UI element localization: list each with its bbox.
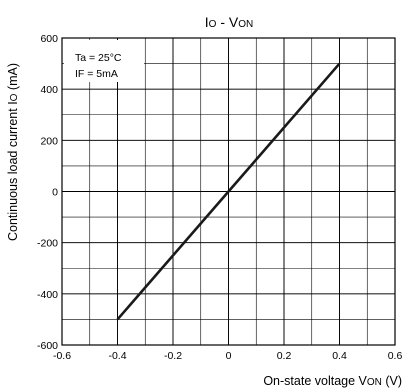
series-line	[116, 62, 341, 321]
y-tick-label: 0	[52, 187, 58, 199]
y-tick-label: 200	[40, 135, 58, 147]
annotation-temperature: Ta = 25°C	[75, 52, 122, 64]
y-axis-title-pre: Continuous load current I	[6, 101, 20, 241]
y-tick-label: -400	[37, 289, 58, 301]
annotation-forward-current: IF = 5mA	[75, 68, 118, 80]
x-tick-label: 0	[226, 350, 232, 362]
y-axis-title-sub: O	[9, 93, 20, 101]
x-axis-title-post: (V)	[382, 374, 402, 388]
y-tick-label: 600	[40, 33, 58, 45]
title-sub2: ON	[238, 19, 253, 30]
annotation-box-bg	[64, 40, 144, 82]
title-main: I	[205, 14, 209, 30]
x-axis-title: On-state voltage VON (V)	[263, 374, 402, 388]
x-axis-title-sub: ON	[367, 377, 382, 388]
x-tick-label: 0.2	[277, 350, 292, 362]
x-tick-label: -0.4	[108, 350, 126, 362]
x-tick-label: 0.4	[332, 350, 347, 362]
x-tick-label: -0.6	[53, 350, 71, 362]
y-tick-label: 400	[40, 84, 58, 96]
x-tick-labels: -0.6 -0.4 -0.2 0 0.2 0.4 0.6	[53, 350, 402, 362]
x-tick-label: -0.2	[164, 350, 182, 362]
chart-title: IO - VON	[205, 14, 253, 30]
y-axis-title-post: (mA)	[6, 63, 20, 94]
x-axis-title-pre: On-state voltage V	[263, 374, 367, 388]
y-tick-label: -200	[37, 238, 58, 250]
y-axis-title: Continuous load current IO (mA)	[6, 63, 20, 241]
series-layer	[116, 62, 341, 321]
x-tick-label: 0.6	[388, 350, 402, 362]
y-tick-label: -600	[37, 340, 58, 352]
title-sub: O	[209, 19, 217, 30]
title-sep: - V	[216, 14, 238, 30]
y-tick-labels: 600 400 200 0 -200 -400 -600	[37, 33, 58, 352]
plot-frame	[61, 37, 396, 346]
